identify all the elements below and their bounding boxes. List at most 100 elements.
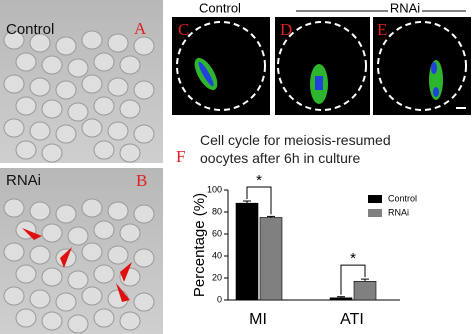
oocyte <box>29 121 51 141</box>
panel-letter: B <box>136 171 147 190</box>
oocyte <box>93 308 115 328</box>
oocyte <box>81 242 103 262</box>
oocyte <box>41 223 63 243</box>
oocyte <box>107 201 129 221</box>
arrowheads <box>22 228 132 302</box>
oocyte <box>119 143 141 163</box>
legend-swatch <box>368 209 382 217</box>
panel-letter: D <box>280 20 292 39</box>
panel-letter: A <box>134 19 147 38</box>
y-tick-label: 80 <box>212 206 222 216</box>
y-tick-label: 0 <box>217 294 222 304</box>
oocyte <box>119 311 141 331</box>
oocyte <box>55 204 77 224</box>
oocyte <box>55 80 77 100</box>
y-tick-label: 60 <box>212 228 222 238</box>
panel-d <box>275 17 370 115</box>
oocyte <box>3 286 25 306</box>
x-tick-label: ATI <box>340 311 364 328</box>
oocyte <box>41 311 63 331</box>
oocyte <box>81 118 103 138</box>
oocyte <box>119 99 141 119</box>
legend-label: RNAi <box>388 207 409 217</box>
oocyte <box>67 58 89 78</box>
oocyte <box>29 33 51 53</box>
oocyte <box>93 220 115 240</box>
oocyte <box>3 198 25 218</box>
oocyte <box>81 286 103 306</box>
oocyte <box>15 308 37 328</box>
oocyte <box>133 36 155 56</box>
oocyte <box>67 102 89 122</box>
bar <box>353 280 377 301</box>
oocyte <box>107 77 129 97</box>
oocyte <box>29 77 51 97</box>
significance-star: * <box>256 172 262 189</box>
oocyte <box>29 201 51 221</box>
oocyte <box>81 74 103 94</box>
oocyte <box>93 52 115 72</box>
oocyte <box>81 198 103 218</box>
significance-star: * <box>350 250 356 267</box>
oocyte <box>133 124 155 144</box>
oocyte <box>41 267 63 287</box>
oocyte <box>41 55 63 75</box>
oocyte <box>29 245 51 265</box>
oocyte <box>67 270 89 290</box>
y-axis-label: Percentage (%) <box>191 193 208 297</box>
oocyte <box>81 30 103 50</box>
oocyte <box>107 121 129 141</box>
x-tick-label: MI <box>249 311 267 328</box>
panel-label: Control <box>6 21 54 38</box>
panel-heading: RNAi <box>390 0 420 15</box>
oocyte <box>107 245 129 265</box>
panel-letter: C <box>178 20 189 39</box>
panel-heading: Control <box>199 0 241 15</box>
oocyte <box>119 223 141 243</box>
oocyte <box>107 33 129 53</box>
legend-label: Control <box>388 193 417 203</box>
oocyte <box>133 292 155 312</box>
arrowhead <box>22 228 42 240</box>
arrowhead <box>120 262 132 282</box>
oocyte <box>15 52 37 72</box>
oocyte <box>3 118 25 138</box>
panel-letter: F <box>176 147 185 166</box>
significance-bracket <box>246 186 272 215</box>
y-tick-label: 20 <box>212 272 222 282</box>
oocyte <box>93 140 115 160</box>
significance-bracket <box>340 264 366 295</box>
oocyte <box>55 124 77 144</box>
arrowhead <box>116 283 130 302</box>
bar <box>235 202 259 301</box>
oocyte <box>41 99 63 119</box>
oocyte <box>15 264 37 284</box>
oocyte <box>29 289 51 309</box>
y-tick-label: 100 <box>207 184 222 194</box>
oocyte <box>15 96 37 116</box>
oocyte <box>133 80 155 100</box>
arrowhead <box>60 247 72 268</box>
panel-label: RNAi <box>6 172 41 189</box>
panel-letter: E <box>377 20 387 39</box>
bar <box>259 217 283 301</box>
chart-title: Cell cycle for meiosis-resumed oocytes a… <box>200 132 391 166</box>
oocyte <box>41 143 63 163</box>
oocyte <box>133 248 155 268</box>
oocyte <box>3 30 25 50</box>
oocyte <box>15 140 37 160</box>
panel-e <box>373 17 471 115</box>
oocyte <box>3 74 25 94</box>
oocyte <box>119 55 141 75</box>
oocyte <box>133 204 155 224</box>
bar <box>329 297 353 301</box>
oocyte <box>55 292 77 312</box>
oocyte <box>93 96 115 116</box>
oocytes <box>3 30 155 334</box>
y-tick-label: 40 <box>212 250 222 260</box>
oocyte <box>67 314 89 334</box>
chart: 0 20 40 60 80 100 MI * ATI * Control RNAi <box>207 172 417 328</box>
oocyte <box>93 264 115 284</box>
